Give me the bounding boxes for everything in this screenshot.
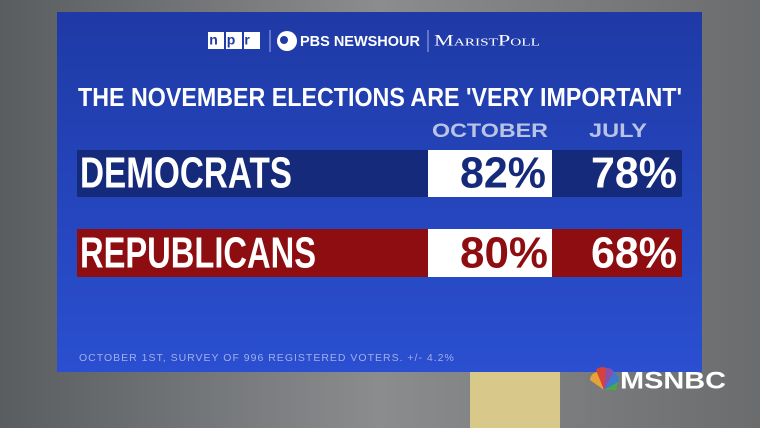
footnote: OCTOBER 1ST, SURVEY OF 996 REGISTERED VO… bbox=[79, 352, 455, 364]
highlight-cell bbox=[428, 229, 552, 277]
column-header: JULY bbox=[589, 121, 647, 142]
peacock-feather bbox=[596, 367, 606, 390]
row-band bbox=[77, 229, 682, 277]
marist-logo: MaristPoll bbox=[434, 33, 540, 50]
peacock-feather bbox=[604, 372, 619, 390]
cell-value: 78% bbox=[591, 149, 677, 198]
npr-box bbox=[208, 32, 224, 49]
peacock-feather bbox=[604, 382, 618, 390]
pbs-logo: PBS NEWSHOUR bbox=[300, 33, 420, 50]
npr-logo: npr bbox=[209, 32, 259, 48]
row-band bbox=[77, 150, 682, 197]
cell-value: 82% bbox=[460, 149, 546, 198]
cell-value: 68% bbox=[591, 229, 677, 278]
peacock-feather bbox=[590, 372, 604, 390]
peacock-feather bbox=[604, 367, 614, 390]
highlight-cell bbox=[428, 150, 552, 197]
network-logo: MSNBC bbox=[590, 367, 726, 394]
row-label: REPUBLICANS bbox=[80, 229, 316, 278]
background-object bbox=[470, 372, 560, 428]
pbs-icon-face bbox=[280, 36, 288, 44]
title: THE NOVEMBER ELECTIONS ARE 'VERY IMPORTA… bbox=[78, 82, 682, 112]
npr-box bbox=[226, 32, 242, 49]
logo-row: npr PBS NEWSHOUR MaristPoll bbox=[208, 30, 540, 52]
npr-box bbox=[244, 32, 260, 49]
row-label: DEMOCRATS bbox=[80, 149, 292, 198]
table-row: REPUBLICANS 80% 68% bbox=[77, 229, 682, 278]
cell-value: 80% bbox=[460, 229, 548, 278]
network-name: MSNBC bbox=[620, 367, 726, 394]
column-header: OCTOBER bbox=[432, 121, 548, 142]
table-row: DEMOCRATS 82% 78% bbox=[77, 149, 682, 198]
